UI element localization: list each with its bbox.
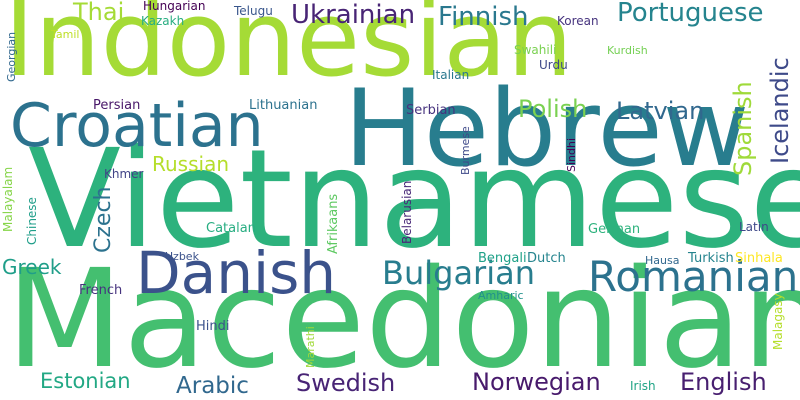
word-telugu: Telugu	[234, 4, 273, 18]
word-urdu: Urdu	[539, 58, 568, 72]
word-greek: Greek	[2, 255, 62, 279]
word-english: English	[680, 368, 767, 396]
word-uzbek: Uzbek	[165, 250, 199, 263]
word-catalan: Catalan	[206, 221, 256, 236]
word-russian: Russian	[152, 152, 230, 176]
word-amharic: Amharic	[478, 289, 524, 302]
word-irish: Irish	[630, 379, 656, 393]
word-latin: Latin	[739, 220, 769, 234]
word-macedonian: Macedonian	[6, 241, 800, 399]
word-bulgarian: Bulgarian	[382, 254, 535, 292]
word-romanian: Romanian	[588, 252, 799, 301]
word-swedish: Swedish	[296, 369, 396, 397]
word-vietnamese: Vietnamese	[28, 121, 800, 279]
word-afrikaans: Afrikaans	[326, 193, 341, 254]
word-portuguese: Portuguese	[617, 0, 764, 28]
word-italian: Italian	[432, 68, 470, 82]
word-kazakh: Kazakh	[141, 14, 185, 28]
word-swahili: Swahili	[514, 43, 557, 57]
word-spanish: Spanish	[729, 81, 757, 176]
word-tamil: Tamil	[51, 28, 80, 41]
word-estonian: Estonian	[40, 369, 131, 393]
word-danish: Danish	[136, 239, 337, 307]
word-malagasy: Malagasy	[771, 293, 785, 350]
word-ukrainian: Ukrainian	[291, 0, 416, 30]
word-finnish: Finnish	[438, 2, 529, 32]
word-burmese: Burmese	[459, 126, 472, 175]
word-arabic: Arabic	[176, 373, 249, 399]
word-czech: Czech	[91, 186, 116, 253]
word-dutch: Dutch	[527, 251, 566, 266]
word-hausa: Hausa	[645, 254, 680, 267]
word-belarusian: Belarusian	[400, 180, 414, 244]
word-hebrew: Hebrew	[344, 67, 750, 190]
word-norwegian: Norwegian	[472, 368, 601, 396]
word-hindi: Hindi	[196, 319, 230, 334]
word-georgian: Georgian	[5, 31, 18, 82]
word-korean: Korean	[557, 14, 599, 28]
word-thai: Thai	[73, 0, 125, 26]
word-german: German	[588, 222, 641, 237]
word-kurdish: Kurdish	[607, 44, 648, 57]
word-turkish: Turkish	[688, 251, 734, 266]
word-persian: Persian	[93, 98, 141, 113]
word-sindhi: Sindhi	[565, 137, 578, 172]
word-icelandic: Icelandic	[766, 57, 794, 164]
word-indonesian: Indonesian	[4, 0, 573, 100]
word-malayalam: Malayalam	[1, 166, 15, 232]
word-hungarian: Hungarian	[143, 0, 206, 13]
word-serbian: Serbian	[406, 103, 456, 118]
word-sinhala: Sinhala	[735, 251, 783, 266]
word-french: French	[79, 283, 123, 298]
word-bengali: Bengali	[478, 251, 527, 266]
word-latvian: Latvian	[616, 97, 705, 125]
word-croatian: Croatian	[10, 91, 264, 161]
word-khmer: Khmer	[104, 167, 144, 181]
word-lithuanian: Lithuanian	[249, 98, 318, 113]
word-marathi: Marathi	[304, 326, 317, 368]
word-chinese: Chinese	[25, 197, 39, 245]
word-polish: Polish	[518, 95, 588, 123]
